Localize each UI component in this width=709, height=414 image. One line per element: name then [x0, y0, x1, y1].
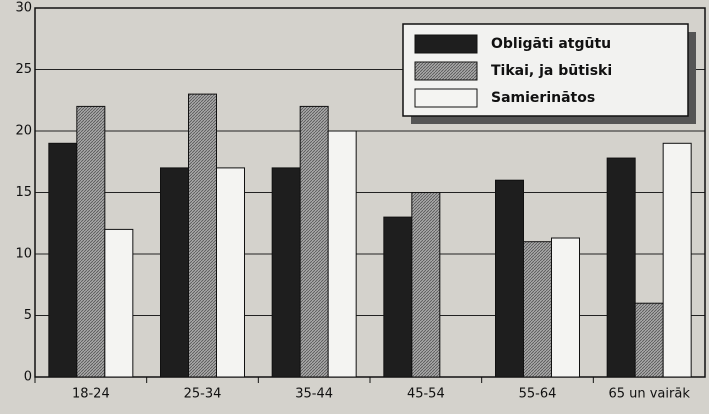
bar — [383, 216, 413, 378]
bar — [299, 105, 329, 378]
y-tick-label: 20 — [15, 124, 32, 139]
x-tick-label: 65 un vairāk — [608, 387, 690, 402]
bar — [551, 237, 580, 378]
x-tick-label: 25-34 — [184, 387, 222, 402]
legend: Obligāti atgūtu Tikai, ja būtiski Samierin… — [402, 23, 696, 124]
bar — [188, 93, 217, 378]
y-tick-label: 0 — [24, 370, 32, 385]
legend-label: Tikai, ja būtiski — [491, 63, 612, 79]
bar — [606, 157, 636, 378]
x-tick-label: 35-44 — [295, 387, 333, 402]
legend-label: Samierinātos — [491, 90, 595, 106]
bar — [160, 167, 189, 378]
bar — [634, 302, 664, 378]
bar — [411, 192, 441, 378]
legend-swatch — [414, 61, 478, 81]
y-tick-label: 5 — [24, 308, 32, 323]
legend-swatch — [414, 34, 478, 54]
y-tick-label: 10 — [15, 247, 32, 262]
bar — [104, 228, 134, 378]
bar — [216, 167, 245, 378]
y-tick-label: 15 — [15, 185, 32, 200]
x-tick-label: 45-54 — [407, 387, 445, 402]
legend-swatch — [414, 88, 478, 108]
bar — [76, 105, 106, 378]
bar — [327, 130, 357, 378]
bar — [523, 241, 552, 378]
bar — [271, 167, 301, 378]
bar — [48, 142, 78, 378]
y-tick-label: 30 — [15, 1, 32, 16]
x-tick-label: 18-24 — [72, 387, 110, 402]
bar — [662, 142, 692, 378]
x-tick-label: 55-64 — [519, 387, 557, 402]
legend-label: Obligāti atgūtu — [491, 36, 611, 52]
bar — [495, 179, 524, 378]
y-tick-label: 25 — [15, 62, 32, 77]
